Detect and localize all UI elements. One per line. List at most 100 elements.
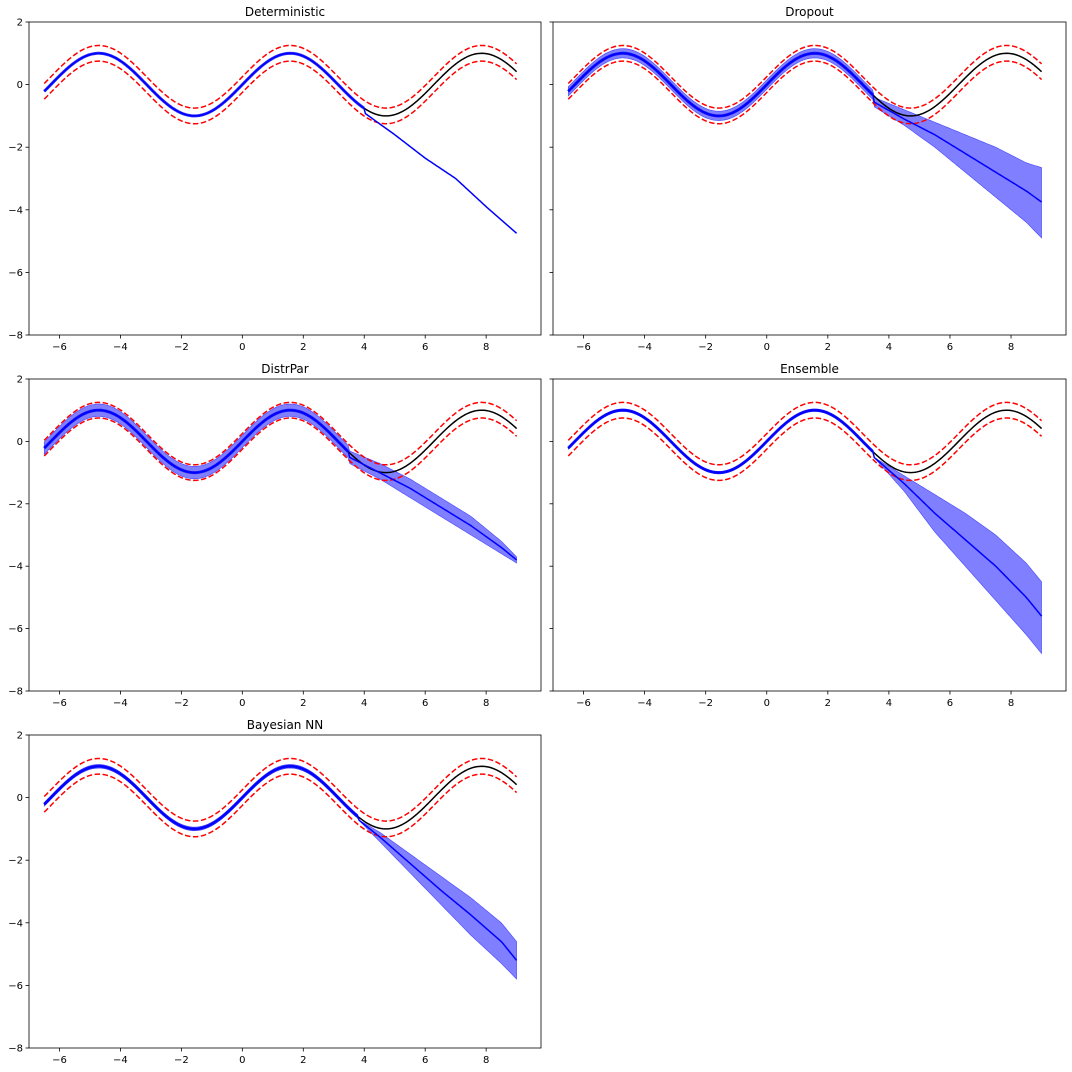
lower-noise-bound <box>43 773 518 838</box>
x-tick-label: −6 <box>52 342 67 353</box>
y-tick-label: −4 <box>8 562 23 573</box>
y-tick-label: 0 <box>17 793 23 804</box>
subplot-1: −6 −4 −2 0 2 4 6 8 Dropout <box>549 5 1067 353</box>
y-tick-label: −8 <box>8 331 23 342</box>
y-tick-label: −2 <box>8 499 23 510</box>
plot-area <box>43 401 518 564</box>
x-tick-label: 0 <box>239 698 245 709</box>
x-tick-label: −2 <box>174 342 189 353</box>
uncertainty-band <box>43 764 517 980</box>
y-tick-label: −2 <box>8 856 23 867</box>
lower-noise-bound <box>43 60 518 125</box>
x-tick-label: 4 <box>361 698 367 709</box>
x-tick-label: −2 <box>174 698 189 709</box>
y-tick-label: −2 <box>8 143 23 154</box>
x-tick-label: 6 <box>947 698 953 709</box>
upper-noise-bound <box>43 757 518 822</box>
x-tick-label: −6 <box>576 342 591 353</box>
prediction-line <box>567 409 1043 617</box>
x-tick-label: 0 <box>764 698 770 709</box>
lower-noise-bound <box>567 417 1043 482</box>
x-tick-label: 2 <box>300 698 306 709</box>
lower-noise-bound <box>567 60 1043 125</box>
y-tick-label: −8 <box>8 1044 23 1055</box>
x-tick-label: −4 <box>637 342 652 353</box>
subplot-title: Bayesian NN <box>247 718 323 732</box>
x-tick-label: 2 <box>300 342 306 353</box>
x-tick-label: 8 <box>1008 698 1014 709</box>
x-tick-label: 4 <box>886 698 892 709</box>
subplot-2: −6 −4 −2 0 2 4 6 8 −8 −6 −4 −2 0 2 DistrPar <box>8 362 542 709</box>
x-tick-label: 2 <box>300 1055 306 1066</box>
y-tick-label: 2 <box>17 731 23 742</box>
x-tick-label: 8 <box>483 342 489 353</box>
x-tick-label: 8 <box>1008 342 1014 353</box>
plot-area <box>43 44 518 234</box>
y-tick-label: 0 <box>17 80 23 91</box>
x-tick-label: 4 <box>886 342 892 353</box>
x-tick-label: 0 <box>239 342 245 353</box>
prediction-fit-line <box>43 51 365 118</box>
subplot-title: Deterministic <box>245 5 325 19</box>
uncertainty-band <box>43 403 517 564</box>
x-tick-label: −4 <box>637 698 652 709</box>
y-tick-label: −6 <box>8 981 23 992</box>
y-tick-label: −4 <box>8 918 23 929</box>
y-tick-label: −6 <box>8 624 23 635</box>
plot-area <box>567 401 1043 655</box>
axes-frame <box>28 378 542 692</box>
axes-frame <box>552 378 1067 692</box>
y-tick-label: 0 <box>17 437 23 448</box>
subplot-0: −6 −4 −2 0 2 4 6 8 −8 −6 −4 −2 0 2 Deterministic <box>8 5 542 353</box>
x-tick-label: −2 <box>698 342 713 353</box>
y-tick-label: 2 <box>17 375 23 386</box>
y-tick-label: −6 <box>8 268 23 279</box>
y-tick-label: −4 <box>8 205 23 216</box>
upper-noise-bound <box>43 401 518 466</box>
x-tick-label: −4 <box>113 342 128 353</box>
prediction-line <box>567 52 1043 203</box>
x-tick-label: 6 <box>422 342 428 353</box>
prediction-fit-line <box>567 51 874 118</box>
x-tick-label: 0 <box>764 342 770 353</box>
x-tick-label: 8 <box>483 698 489 709</box>
lower-noise-bound <box>43 417 518 482</box>
upper-noise-bound <box>567 401 1043 466</box>
x-tick-label: −2 <box>174 1055 189 1066</box>
upper-noise-bound <box>43 44 518 109</box>
y-tick-label: 2 <box>17 18 23 29</box>
prediction-fit-line <box>567 408 874 475</box>
subplot-3: −6 −4 −2 0 2 4 6 8 Ensemble <box>549 362 1067 709</box>
uncertainty-band <box>567 408 1042 655</box>
x-tick-label: −6 <box>576 698 591 709</box>
x-tick-label: 8 <box>483 1055 489 1066</box>
x-tick-label: 6 <box>422 698 428 709</box>
plot-area <box>567 44 1043 239</box>
y-tick-label: −8 <box>8 687 23 698</box>
x-tick-label: −2 <box>698 698 713 709</box>
plot-area <box>43 757 518 980</box>
prediction-line <box>43 409 518 561</box>
prediction-fit-line <box>43 408 350 475</box>
subplot-title: Ensemble <box>780 362 839 376</box>
x-tick-label: 4 <box>361 342 367 353</box>
uncertainty-band <box>567 48 1042 239</box>
subplot-4: −6 −4 −2 0 2 4 6 8 −8 −6 −4 −2 0 2 Bayesian NN <box>8 718 542 1066</box>
x-tick-label: 6 <box>947 342 953 353</box>
x-tick-label: −6 <box>52 1055 67 1066</box>
subplot-title: DistrPar <box>261 362 309 376</box>
x-tick-label: −6 <box>52 698 67 709</box>
upper-noise-bound <box>567 44 1043 109</box>
prediction-line <box>43 765 518 961</box>
x-tick-label: 6 <box>422 1055 428 1066</box>
x-tick-label: −4 <box>113 698 128 709</box>
axes-frame <box>28 21 542 336</box>
axes-frame <box>28 734 542 1049</box>
x-tick-label: −4 <box>113 1055 128 1066</box>
x-tick-label: 2 <box>825 342 831 353</box>
x-tick-label: 4 <box>361 1055 367 1066</box>
axes-frame <box>552 21 1067 336</box>
x-tick-label: 0 <box>239 1055 245 1066</box>
x-tick-label: 2 <box>825 698 831 709</box>
